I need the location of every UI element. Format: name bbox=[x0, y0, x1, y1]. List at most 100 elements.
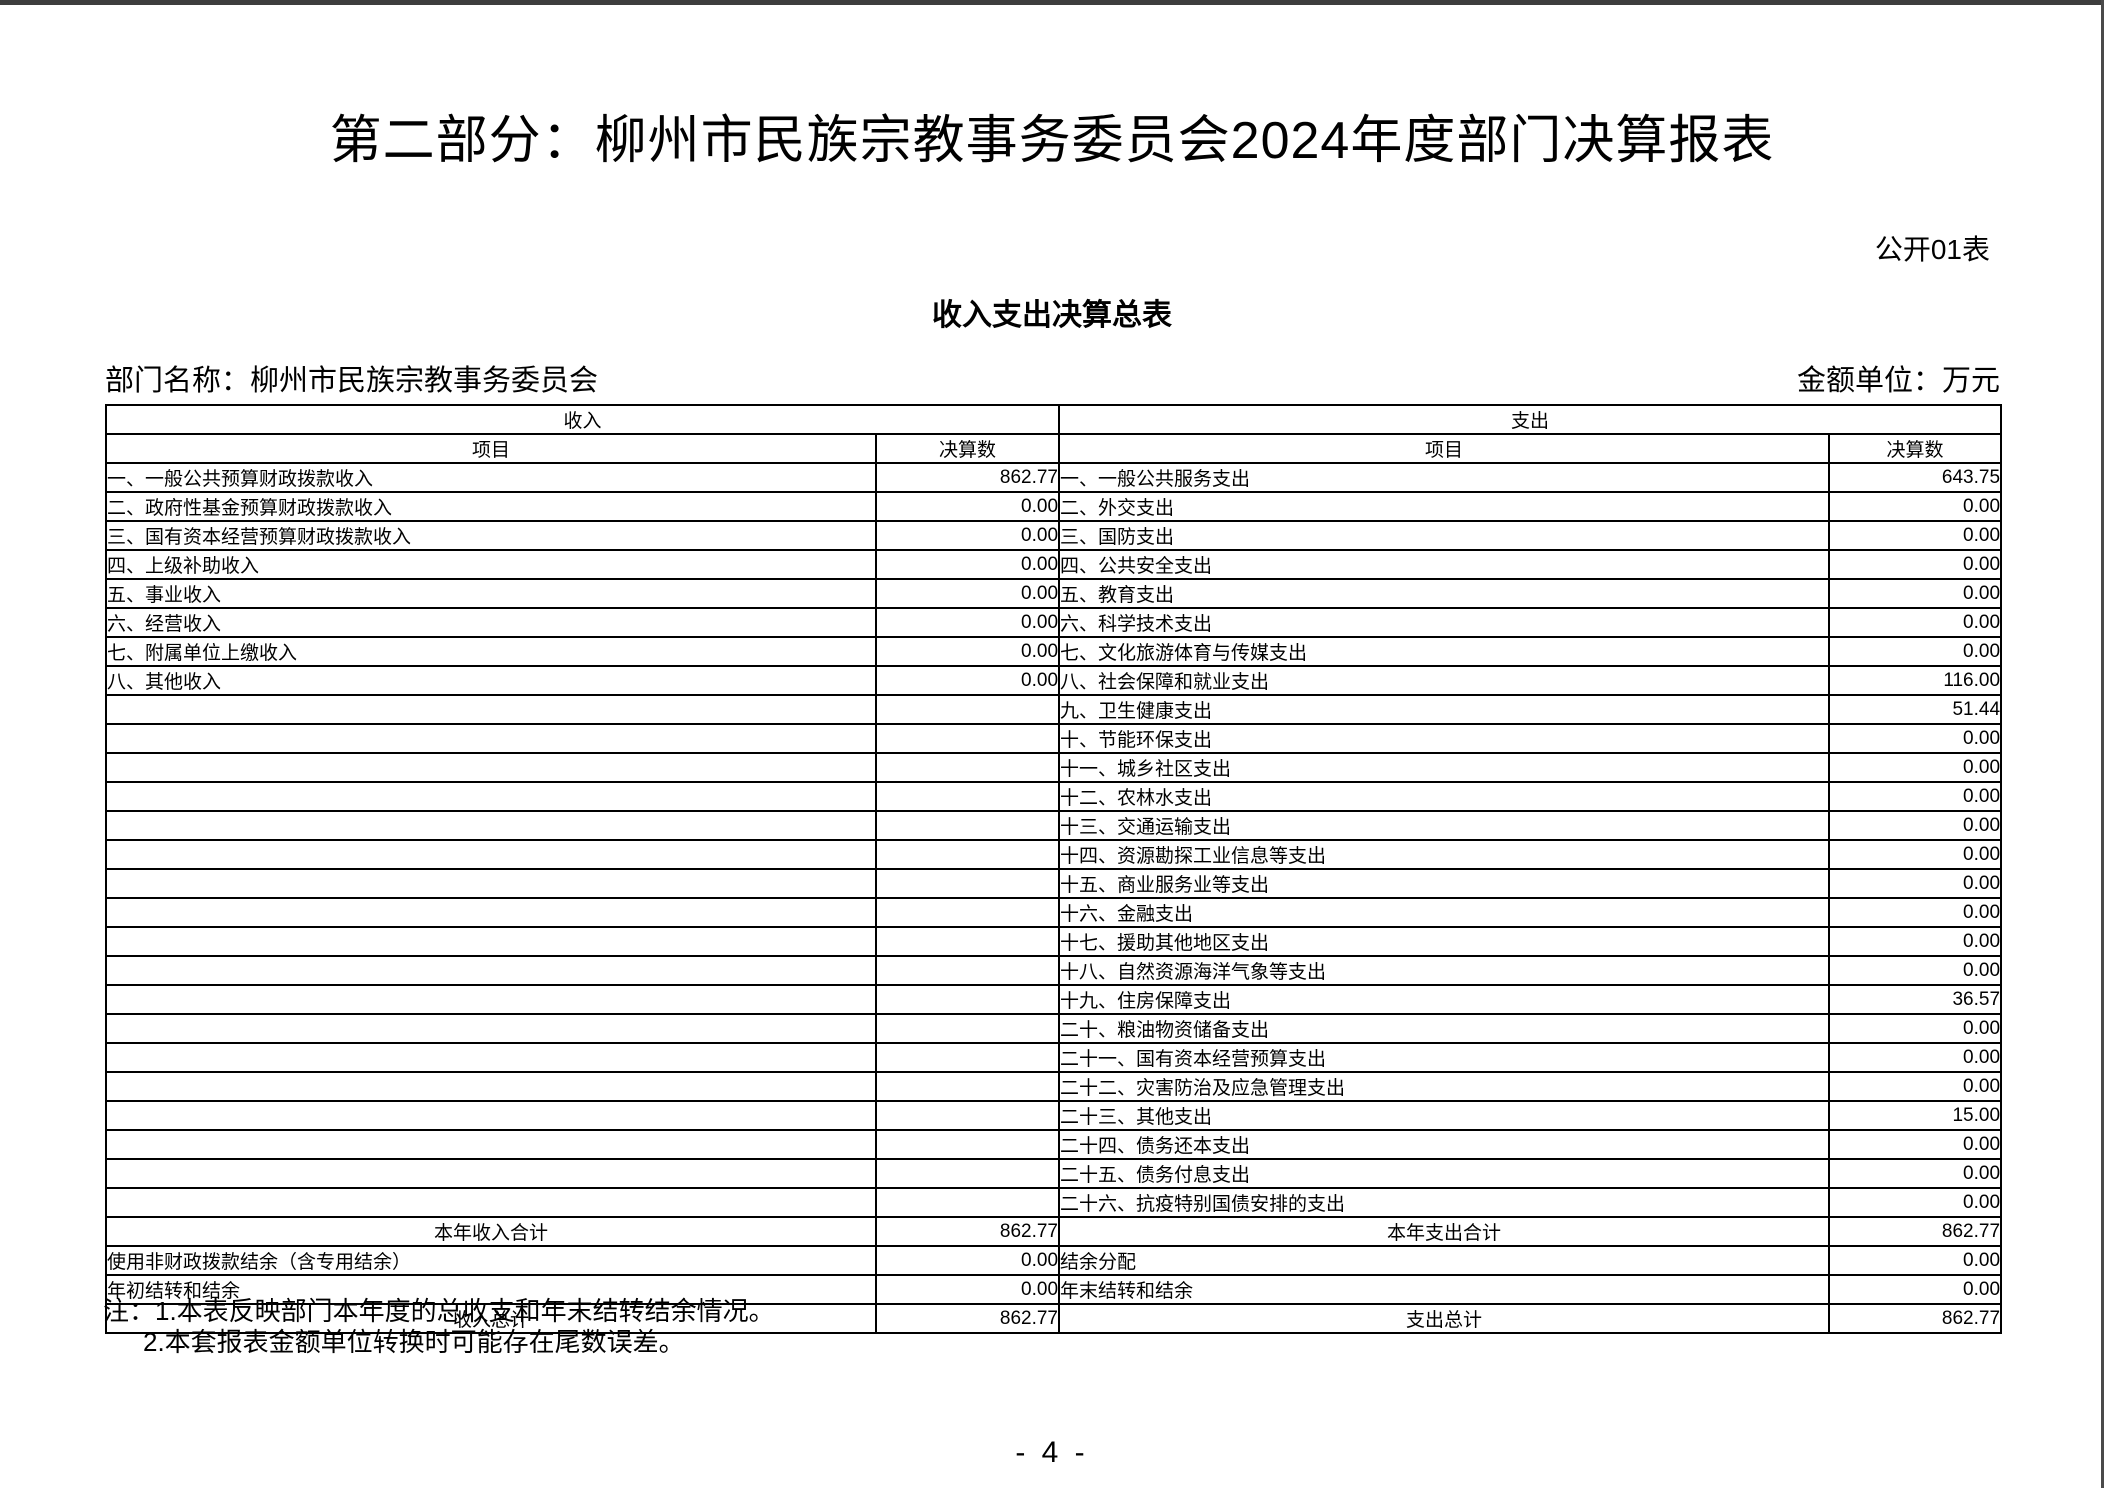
income-item-cell bbox=[105, 1158, 877, 1189]
income-amount-cell bbox=[874, 1158, 1061, 1189]
expense-amount-cell: 0.00 bbox=[1828, 1274, 2003, 1305]
table-row: 十四、资源勘探工业信息等支出 0.00 bbox=[105, 839, 2003, 870]
table-row: 二十五、债务付息支出 0.00 bbox=[105, 1158, 2003, 1189]
income-amount-cell: 0.00 bbox=[874, 665, 1061, 696]
income-amount-cell bbox=[874, 723, 1061, 754]
expense-item-cell: 结余分配 bbox=[1058, 1245, 1831, 1276]
expense-amount-cell: 0.00 bbox=[1828, 491, 2003, 522]
income-subtotal-value: 862.77 bbox=[874, 1216, 1061, 1247]
income-amount-cell bbox=[874, 810, 1061, 841]
expense-item-cell: 十一、城乡社区支出 bbox=[1058, 752, 1831, 783]
income-item-cell bbox=[105, 694, 877, 725]
income-item-cell bbox=[105, 752, 877, 783]
carryover-row: 使用非财政拨款结余（含专用结余） 0.00 结余分配 0.00 bbox=[105, 1245, 2003, 1276]
expense-amount-cell: 0.00 bbox=[1828, 897, 2003, 928]
department-name-label: 部门名称：柳州市民族宗教事务委员会 bbox=[105, 365, 599, 397]
expense-amount-cell: 0.00 bbox=[1828, 723, 2003, 754]
expense-amount-cell: 0.00 bbox=[1828, 752, 2003, 783]
table-row: 二十六、抗疫特别国债安排的支出 0.00 bbox=[105, 1187, 2003, 1218]
expense-item-cell: 十五、商业服务业等支出 bbox=[1058, 868, 1831, 899]
income-item-cell bbox=[105, 955, 877, 986]
table-row: 一、一般公共预算财政拨款收入 862.77 一、一般公共服务支出 643.75 bbox=[105, 462, 2003, 493]
section-header-row: 收入 支出 bbox=[104, 404, 2003, 435]
expense-item-cell: 十二、农林水支出 bbox=[1058, 781, 1831, 812]
income-amount-cell: 0.00 bbox=[874, 520, 1061, 551]
table-summary-body: 本年收入合计 862.77 本年支出合计 862.77 使用非财政拨款结余（含专… bbox=[105, 1216, 2003, 1334]
income-item-header: 项目 bbox=[105, 433, 877, 464]
table-row: 二十、粮油物资储备支出 0.00 bbox=[105, 1013, 2003, 1044]
table-row: 十三、交通运输支出 0.00 bbox=[105, 810, 2003, 841]
expense-amount-cell: 0.00 bbox=[1828, 926, 2003, 957]
income-amount-cell: 0.00 bbox=[874, 1245, 1061, 1276]
income-amount-cell: 0.00 bbox=[874, 636, 1061, 667]
expense-total-label: 支出总计 bbox=[1058, 1303, 1831, 1334]
expense-item-cell: 九、卫生健康支出 bbox=[1058, 694, 1831, 725]
expense-amount-cell: 51.44 bbox=[1828, 694, 2003, 725]
table-body: 一、一般公共预算财政拨款收入 862.77 一、一般公共服务支出 643.75 二、政府… bbox=[105, 462, 2003, 1218]
page-title: 第二部分：柳州市民族宗教事务委员会2024年度部门决算报表 bbox=[329, 112, 1775, 170]
expense-item-cell: 六、科学技术支出 bbox=[1058, 607, 1831, 638]
table-notes: 注：1.本表反映部门本年度的总收支和年末结转结余情况。 2.本套报表金额单位转换… bbox=[103, 1296, 775, 1358]
expense-amount-cell: 15.00 bbox=[1828, 1100, 2003, 1131]
income-item-cell bbox=[105, 839, 877, 870]
expense-item-cell: 二十六、抗疫特别国债安排的支出 bbox=[1058, 1187, 1831, 1218]
expense-amount-cell: 0.00 bbox=[1828, 1187, 2003, 1218]
expense-subtotal-label: 本年支出合计 bbox=[1058, 1216, 1831, 1247]
income-amount-cell bbox=[874, 1042, 1061, 1073]
expense-amount-cell: 0.00 bbox=[1828, 549, 2003, 580]
table-row: 四、上级补助收入 0.00 四、公共安全支出 0.00 bbox=[105, 549, 2003, 580]
expense-amount-cell: 643.75 bbox=[1828, 462, 2003, 493]
income-item-cell bbox=[105, 1071, 877, 1102]
table-row: 十七、援助其他地区支出 0.00 bbox=[105, 926, 2003, 957]
income-item-cell bbox=[105, 926, 877, 957]
expense-item-cell: 七、文化旅游体育与传媒支出 bbox=[1058, 636, 1831, 667]
table-row: 二十二、灾害防治及应急管理支出 0.00 bbox=[105, 1071, 2003, 1102]
income-item-cell: 八、其他收入 bbox=[105, 665, 877, 696]
income-amount-cell: 0.00 bbox=[874, 1274, 1061, 1305]
income-amount-cell bbox=[874, 694, 1061, 725]
income-amount-cell: 0.00 bbox=[874, 578, 1061, 609]
expense-amount-cell: 0.00 bbox=[1828, 1042, 2003, 1073]
expense-total-value: 862.77 bbox=[1828, 1303, 2003, 1334]
income-item-cell bbox=[105, 1129, 877, 1160]
expense-amount-header: 决算数 bbox=[1828, 433, 2003, 464]
income-item-cell bbox=[105, 1100, 877, 1131]
expense-amount-cell: 0.00 bbox=[1828, 520, 2003, 551]
income-amount-cell bbox=[874, 868, 1061, 899]
expense-amount-cell: 0.00 bbox=[1828, 636, 2003, 667]
expense-amount-cell: 116.00 bbox=[1828, 665, 2003, 696]
income-item-cell: 七、附属单位上缴收入 bbox=[105, 636, 877, 667]
grand-total-row: 收入总计 862.77 支出总计 862.77 bbox=[105, 1303, 2003, 1334]
income-item-cell: 二、政府性基金预算财政拨款收入 bbox=[105, 491, 877, 522]
expense-amount-cell: 36.57 bbox=[1828, 984, 2003, 1015]
income-amount-cell bbox=[874, 984, 1061, 1015]
table-row: 十二、农林水支出 0.00 bbox=[105, 781, 2003, 812]
carryover-row: 年初结转和结余 0.00 年末结转和结余 0.00 bbox=[105, 1274, 2003, 1305]
table-row: 二十三、其他支出 15.00 bbox=[105, 1100, 2003, 1131]
expense-item-cell: 十四、资源勘探工业信息等支出 bbox=[1058, 839, 1831, 870]
income-item-cell bbox=[105, 897, 877, 928]
income-amount-cell bbox=[874, 1129, 1061, 1160]
table-row: 十、节能环保支出 0.00 bbox=[105, 723, 2003, 754]
expense-amount-cell: 0.00 bbox=[1828, 955, 2003, 986]
expense-item-cell: 二十四、债务还本支出 bbox=[1058, 1129, 1831, 1160]
expense-item-cell: 三、国防支出 bbox=[1058, 520, 1831, 551]
expense-amount-cell: 0.00 bbox=[1828, 810, 2003, 841]
income-amount-cell bbox=[874, 1013, 1061, 1044]
table-code-label: 公开01表 bbox=[1874, 234, 1990, 265]
income-amount-cell bbox=[874, 752, 1061, 783]
table-row: 八、其他收入 0.00 八、社会保障和就业支出 116.00 bbox=[105, 665, 2003, 696]
income-item-cell: 一、一般公共预算财政拨款收入 bbox=[105, 462, 877, 493]
expense-amount-cell: 0.00 bbox=[1828, 839, 2003, 870]
expense-item-cell: 五、教育支出 bbox=[1058, 578, 1831, 609]
expense-item-cell: 八、社会保障和就业支出 bbox=[1058, 665, 1831, 696]
income-item-cell: 使用非财政拨款结余（含专用结余） bbox=[105, 1245, 877, 1276]
income-item-cell: 五、事业收入 bbox=[105, 578, 877, 609]
income-item-cell bbox=[105, 810, 877, 841]
table-row: 六、经营收入 0.00 六、科学技术支出 0.00 bbox=[105, 607, 2003, 638]
expense-item-cell: 二十、粮油物资储备支出 bbox=[1058, 1013, 1831, 1044]
income-item-cell: 六、经营收入 bbox=[105, 607, 877, 638]
income-item-cell bbox=[105, 1013, 877, 1044]
income-amount-cell bbox=[874, 926, 1061, 957]
table-row: 三、国有资本经营预算财政拨款收入 0.00 三、国防支出 0.00 bbox=[105, 520, 2003, 551]
